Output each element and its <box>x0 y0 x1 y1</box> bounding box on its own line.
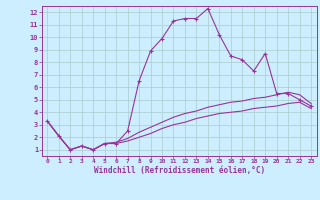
X-axis label: Windchill (Refroidissement éolien,°C): Windchill (Refroidissement éolien,°C) <box>94 166 265 175</box>
